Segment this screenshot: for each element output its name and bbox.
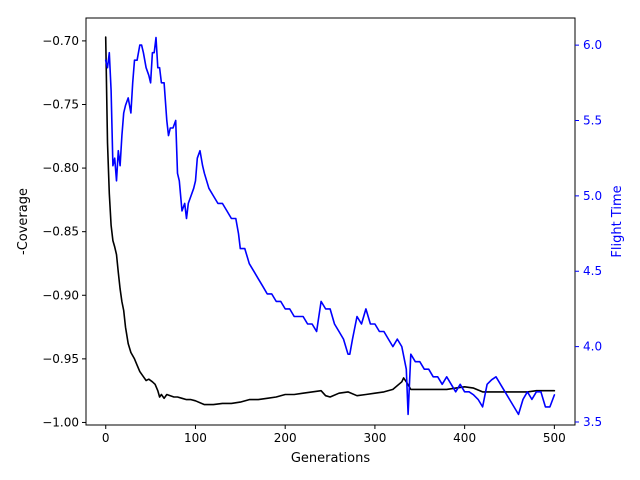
y-left-tick-label: −0.70 (42, 34, 79, 48)
y-left-tick-label: −0.90 (42, 288, 79, 302)
x-tick-label: 100 (184, 431, 207, 445)
x-tick-label: 500 (543, 431, 566, 445)
x-axis-label: Generations (291, 451, 371, 466)
y-axis-left-label: -Coverage (16, 188, 31, 255)
y-left-tick-label: −0.80 (42, 161, 79, 175)
y-right-tick-label: 4.0 (583, 340, 602, 354)
y-left-tick-label: −0.95 (42, 352, 79, 366)
y-left-tick-label: −0.85 (42, 225, 79, 239)
y-axis-right-label: Flight Time (610, 185, 625, 257)
x-tick-label: 0 (102, 431, 110, 445)
series-coverage-line (104, 36, 556, 406)
x-tick-label: 300 (363, 431, 386, 445)
y-left-tick-label: −0.75 (42, 97, 79, 111)
y-right-tick-label: 3.5 (583, 415, 602, 429)
series-layer (104, 36, 556, 416)
x-tick-label: 200 (274, 431, 297, 445)
axis-layer: 0 100 200 300 400 500 −1.00 −0.95 −0.90 −0.85 −0.8… (42, 34, 602, 445)
y-right-tick-label: 5.0 (583, 189, 602, 203)
y-left-tick-label: −1.00 (42, 415, 79, 429)
y-right-tick-label: 4.5 (583, 264, 602, 278)
y-right-tick-label: 6.0 (583, 38, 602, 52)
x-tick-label: 400 (453, 431, 476, 445)
plot-frame (85, 17, 576, 426)
series-flight-time-line (104, 36, 556, 416)
y-right-tick-label: 5.5 (583, 114, 602, 128)
